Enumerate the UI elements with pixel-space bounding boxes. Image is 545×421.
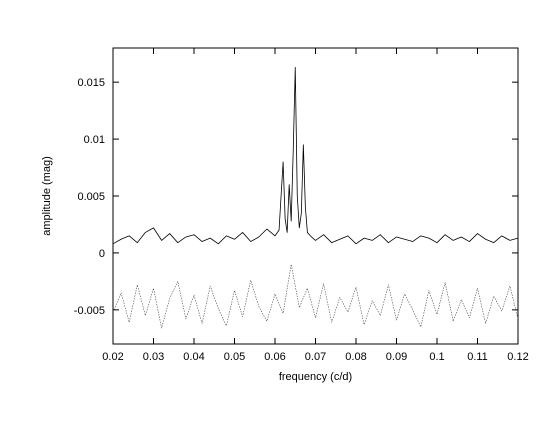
plot-area-frame <box>112 47 519 345</box>
x-axis-label: frequency (c/d) <box>279 371 352 383</box>
y-axis-label: amplitude (mag) <box>41 156 53 235</box>
y-tick-label: 0.005 <box>77 191 105 203</box>
y-tick-label: 0.015 <box>77 77 105 89</box>
x-tick-label: 0.05 <box>224 351 245 363</box>
x-tick-label: 0.06 <box>264 351 285 363</box>
series-dotted-line <box>112 264 519 329</box>
y-tick-label: 0.01 <box>84 134 105 146</box>
x-tick-label: 0.04 <box>183 351 204 363</box>
x-tick-label: 0.03 <box>143 351 164 363</box>
series-layer <box>112 66 519 329</box>
x-tick-label: 0.07 <box>305 351 326 363</box>
y-axis-ticks: -0.005 0 0.005 0.01 0.015 <box>74 77 518 317</box>
x-tick-label: 0.02 <box>102 351 123 363</box>
x-tick-label: 0.08 <box>345 351 366 363</box>
x-axis-ticks: 0.02 0.03 0.04 0.05 0.06 0.07 0.08 0.09 0.1 0.11 0… <box>102 48 529 363</box>
x-tick-label: 0.09 <box>386 351 407 363</box>
series-solid-line <box>112 66 519 245</box>
y-tick-label: 0 <box>99 248 105 260</box>
x-tick-label: 0.11 <box>467 351 488 363</box>
y-tick-label: -0.005 <box>74 305 105 317</box>
x-tick-label: 0.12 <box>507 351 528 363</box>
x-tick-label: 0.1 <box>429 351 444 363</box>
